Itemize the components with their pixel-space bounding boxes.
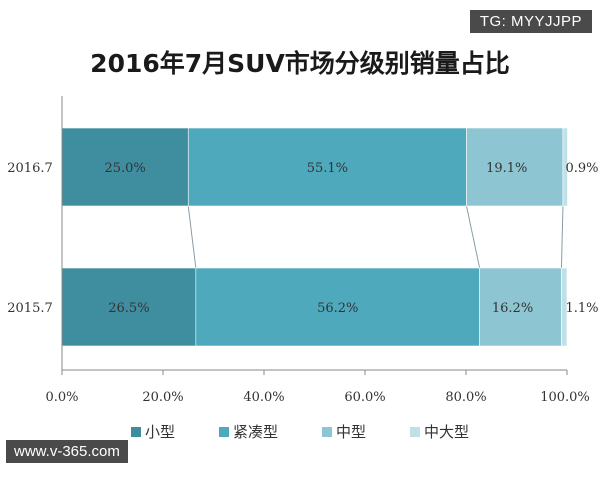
segment-label-2016.7-小型: 25.0% <box>104 161 145 176</box>
axes <box>61 96 568 375</box>
bar-2015.7-中大型 <box>561 267 568 347</box>
segment-label-2015.7-紧凑型: 56.2% <box>317 301 358 316</box>
x-tick-label: 20.0% <box>142 390 183 405</box>
legend-swatch <box>322 426 332 437</box>
watermark-top: TG: MYYJJPP <box>469 10 592 33</box>
connector-line-1 <box>466 205 481 269</box>
segment-label-2016.7-中型: 19.1% <box>486 161 527 176</box>
legend-swatch <box>410 426 421 437</box>
legend: 小型 紧凑型 中型 中大型 <box>0 421 600 442</box>
x-tick-label: 40.0% <box>243 390 284 405</box>
legend-item-紧凑型: 紧凑型 <box>218 421 278 442</box>
chart-title: 2016年7月SUV市场分级别销量占比 <box>90 49 510 78</box>
x-tick-label: 100.0% <box>540 390 590 405</box>
x-tick-labels: 0.0% 20.0% 40.0% 60.0% 80.0% 100.0% <box>45 390 589 405</box>
bars-group <box>61 127 568 347</box>
legend-label: 紧凑型 <box>232 423 278 441</box>
bar-2016.7-紧凑型 <box>187 127 467 207</box>
legend-item-小型: 小型 <box>130 421 175 442</box>
x-tick-label: 60.0% <box>344 390 385 405</box>
segment-labels: 25.0% 55.1% 19.1% 0.9% 26.5% 56.2% 16.2% 1.1% <box>104 161 598 316</box>
category-labels: 2016.7 2015.7 <box>7 161 53 316</box>
x-tick-label: 0.0% <box>45 390 78 405</box>
bar-2016.7-小型 <box>61 127 189 207</box>
watermark-bottom: www.v-365.com <box>6 440 128 463</box>
segment-label-2016.7-紧凑型: 55.1% <box>307 161 348 176</box>
segment-label-2016.7-中大型: 0.9% <box>565 161 598 176</box>
bar-2015.7-中型 <box>479 267 562 347</box>
segment-label-2015.7-中型: 16.2% <box>492 301 533 316</box>
connector-line-0 <box>187 205 197 269</box>
connector-lines <box>187 205 564 269</box>
x-tick-label: 80.0% <box>445 390 486 405</box>
bar-2016.7-中大型 <box>562 127 568 207</box>
bar-2016.7-中型 <box>466 127 564 207</box>
segment-label-2015.7-小型: 26.5% <box>108 301 149 316</box>
legend-label: 小型 <box>144 423 175 441</box>
category-label-2015.7: 2015.7 <box>7 301 53 316</box>
legend-label: 中大型 <box>424 423 470 441</box>
legend-item-中型: 中型 <box>322 421 366 442</box>
segment-label-2015.7-中大型: 1.1% <box>565 301 598 316</box>
legend-item-中大型: 中大型 <box>410 421 469 442</box>
legend-label: 中型 <box>336 423 367 441</box>
category-label-2016.7: 2016.7 <box>7 161 53 176</box>
connector-line-2 <box>560 205 564 269</box>
legend-swatch <box>218 426 229 437</box>
legend-swatch <box>130 426 141 437</box>
